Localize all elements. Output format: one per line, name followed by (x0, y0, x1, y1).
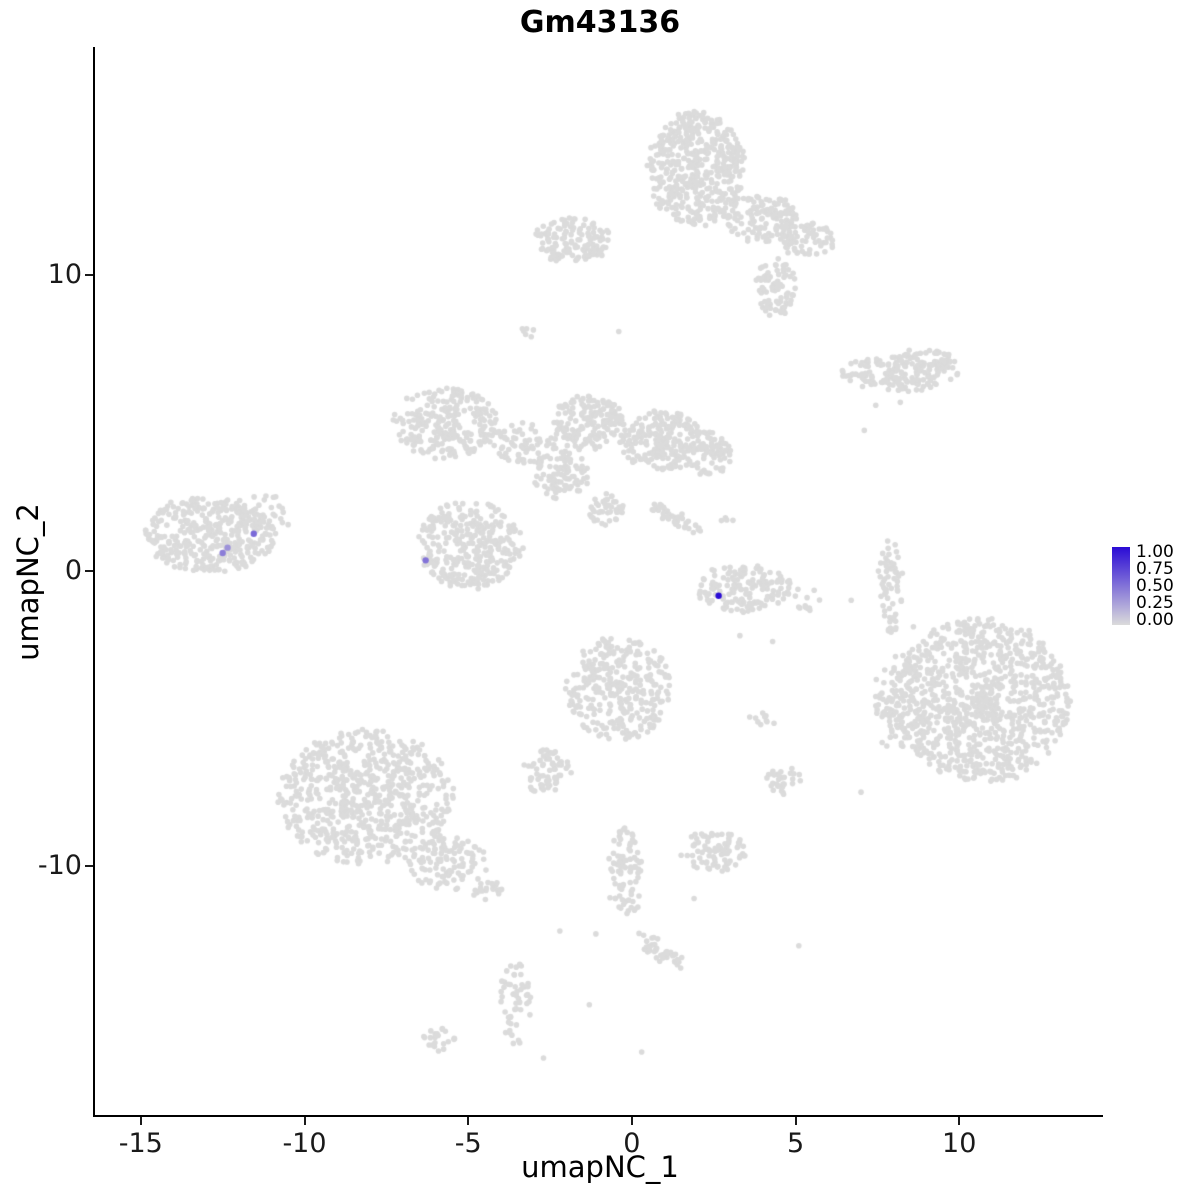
legend-label: 0.00 (1136, 610, 1174, 630)
y-axis-title: umapNC_2 (11, 503, 45, 661)
x-tick-label: 10 (942, 1128, 977, 1159)
plot-canvas (95, 48, 1100, 1117)
x-tick-label: 0 (623, 1128, 641, 1159)
y-tick-label: 0 (64, 554, 82, 586)
x-axis-title: umapNC_1 (521, 1150, 679, 1184)
x-tick-mark (303, 1117, 306, 1125)
x-tick-label: 5 (786, 1128, 805, 1159)
x-axis-line (93, 1115, 1103, 1117)
x-tick-label: -15 (118, 1128, 163, 1159)
legend-label: 0.25 (1136, 593, 1174, 613)
x-tick-mark (139, 1117, 142, 1125)
x-tick-mark (467, 1117, 470, 1125)
y-tick-mark (85, 864, 93, 867)
plot-title: Gm43136 (519, 5, 681, 40)
x-tick-mark (794, 1117, 797, 1125)
y-tick-label: 10 (47, 259, 82, 291)
x-tick-mark (958, 1117, 961, 1125)
x-tick-label: -10 (282, 1128, 327, 1159)
y-axis-line (93, 47, 95, 1117)
legend-label: 1.00 (1136, 542, 1174, 562)
legend-label: 0.50 (1136, 576, 1174, 596)
y-tick-mark (85, 274, 93, 277)
legend-label: 0.75 (1136, 559, 1174, 579)
x-tick-label: -5 (454, 1128, 482, 1159)
x-tick-mark (630, 1117, 633, 1125)
y-tick-mark (85, 569, 93, 572)
legend-gradient-bar (1112, 547, 1130, 625)
y-tick-label: -10 (37, 849, 82, 881)
